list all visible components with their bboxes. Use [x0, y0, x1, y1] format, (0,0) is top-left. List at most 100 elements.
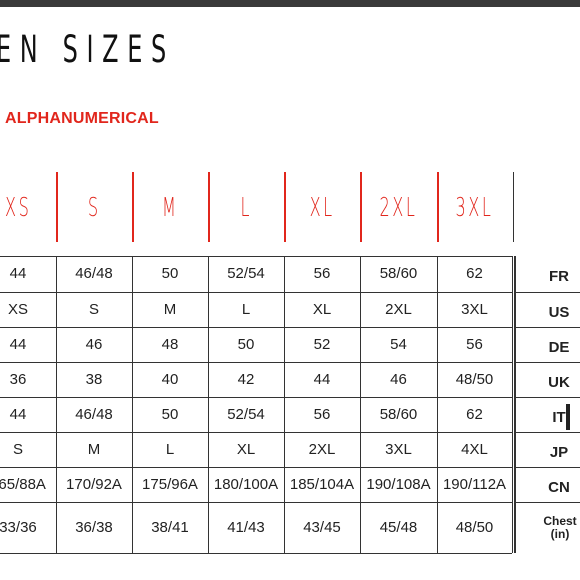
country-row-line: [514, 362, 580, 363]
grid-line: [0, 362, 512, 363]
grid-line: [0, 553, 512, 554]
table-cell: XL: [312, 301, 332, 318]
table-cell: S: [88, 301, 99, 318]
table-cell: L: [241, 301, 251, 318]
table-cell: 41/43: [227, 519, 265, 536]
table-cell: XS: [7, 301, 28, 318]
size-header-2xl: 2XL: [360, 190, 437, 226]
table-cell: 48: [161, 336, 179, 353]
scroll-edge: [566, 404, 570, 430]
size-header-xs: XS: [0, 190, 56, 226]
table-cell: 46: [85, 336, 103, 353]
top-bar: [0, 0, 580, 7]
table-cell: 4XL: [461, 441, 488, 458]
table-cell: 33/36: [0, 519, 37, 536]
table-cell: 36: [9, 371, 27, 388]
table-cell: 56: [466, 336, 483, 353]
table-cell: 44: [9, 406, 27, 423]
size-header-s: S: [56, 190, 132, 226]
table-cell: M: [87, 441, 101, 458]
size-header-label: 3XL: [455, 193, 494, 223]
header-separator: [284, 172, 286, 242]
size-header-m: M: [132, 190, 208, 226]
grid-line: [0, 502, 512, 503]
grid-line: [56, 256, 57, 553]
table-cell: 56: [313, 406, 331, 423]
grid-line: [132, 256, 133, 553]
table-cell: 42: [237, 371, 255, 388]
section-subtitle: ALPHANUMERICAL: [5, 110, 159, 127]
table-cell: 3XL: [461, 301, 488, 318]
size-header-xl: XL: [284, 190, 360, 226]
country-label: Chest (in): [543, 514, 577, 541]
country-label: CN: [548, 479, 570, 496]
grid-line: [360, 256, 361, 553]
country-row-line: [514, 327, 580, 328]
table-cell: 44: [9, 336, 27, 353]
table-cell: 62: [466, 265, 483, 282]
size-header-label: S: [87, 193, 101, 223]
table-cell: 43/45: [303, 519, 341, 536]
header-separator: [360, 172, 362, 242]
table-cell: 185/104A: [289, 476, 355, 493]
grid-line: [0, 327, 512, 328]
grid-line: [0, 467, 512, 468]
grid-line: [437, 256, 438, 553]
size-header-label: XL: [309, 193, 335, 223]
country-column-border: [514, 256, 516, 553]
table-cell: 52: [313, 336, 331, 353]
table-cell: 58/60: [379, 406, 418, 423]
table-cell: 52/54: [227, 406, 265, 423]
table-cell: XL: [236, 441, 256, 458]
size-header-l: L: [208, 190, 284, 226]
country-row-line: [514, 467, 580, 468]
table-cell: 44: [313, 371, 331, 388]
table-cell: 190/108A: [366, 476, 431, 493]
country-row-line: [514, 397, 580, 398]
table-cell: 180/100A: [213, 476, 279, 493]
table-cell: S: [12, 441, 23, 458]
size-header-label: M: [161, 193, 179, 223]
country-row-line: [514, 432, 580, 433]
table-cell: 170/92A: [66, 476, 122, 493]
country-row-line: [514, 292, 580, 293]
grid-line: [284, 256, 285, 553]
table-cell: 52/54: [227, 265, 265, 282]
country-label: DE: [548, 339, 570, 356]
size-header-label: 2XL: [379, 193, 418, 223]
table-cell: 58/60: [379, 265, 418, 282]
table-cell: 54: [390, 336, 407, 353]
grid-line: [0, 397, 512, 398]
table-cell: 50: [237, 336, 255, 353]
table-cell: 2XL: [308, 441, 336, 458]
table-cell: 190/112A: [442, 476, 507, 493]
grid-line: [512, 256, 513, 553]
header-separator: [208, 172, 210, 242]
table-cell: 46/48: [75, 406, 113, 423]
table-cell: 46: [390, 371, 407, 388]
table-cell: 62: [466, 406, 483, 423]
grid-line: [208, 256, 209, 553]
header-separator: [132, 172, 134, 242]
page-title: EN SIZES: [0, 28, 175, 71]
table-cell: 48/50: [455, 519, 494, 536]
header-separator: [513, 172, 514, 242]
table-cell: 36/38: [75, 519, 113, 536]
header-separator: [437, 172, 439, 242]
size-header-3xl: 3XL: [437, 190, 512, 226]
table-cell: M: [163, 301, 177, 318]
table-cell: 38: [85, 371, 103, 388]
table-cell: 48/50: [455, 371, 494, 388]
table-cell: 45/48: [379, 519, 418, 536]
table-cell: 3XL: [385, 441, 412, 458]
table-cell: 165/88A: [0, 476, 46, 493]
header-separator: [56, 172, 58, 242]
size-header-label: L: [240, 193, 252, 223]
grid-line: [0, 292, 512, 293]
table-cell: 56: [313, 265, 331, 282]
table-cell: 175/96A: [142, 476, 198, 493]
country-label: US: [548, 304, 570, 321]
country-row-line: [514, 502, 580, 503]
table-cell: 40: [161, 371, 179, 388]
country-label: UK: [548, 374, 570, 391]
